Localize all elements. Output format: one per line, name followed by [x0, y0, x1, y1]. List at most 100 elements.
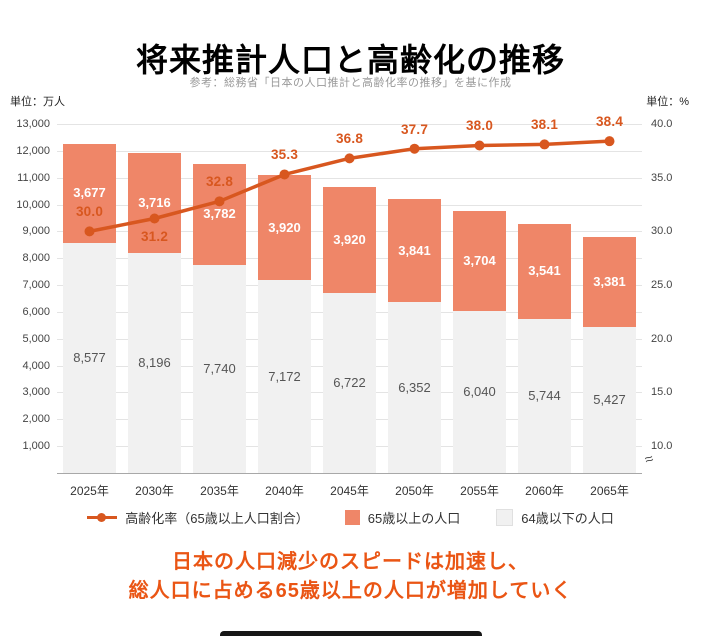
bar-over65-label: 3,841: [398, 242, 431, 258]
bar-over65-label: 3,920: [268, 219, 301, 235]
bar-under64: [323, 292, 376, 473]
left-axis-tick-label: 13,000: [16, 118, 50, 130]
gridline: [57, 177, 642, 179]
left-axis-tick-label: 4,000: [22, 359, 50, 372]
source-note: 参考：総務省「日本の人口推計と高齢化率の推移」を基に作成: [189, 77, 512, 89]
x-axis-tick-label: 2040年: [265, 484, 304, 498]
aging-rate-point: [84, 226, 95, 237]
x-axis-tick-label: 2035年: [200, 484, 239, 498]
legend-item-label: 高齢化率（65歳以上人口割合）: [125, 511, 309, 526]
legend-square-icon: [496, 509, 514, 526]
right-axis-tick-label: 10.0: [651, 440, 673, 453]
left-axis-tick-label: 12,000: [16, 144, 50, 157]
right-axis-tick-label: 30.0: [651, 225, 673, 238]
bar-over65-label: 3,677: [73, 185, 106, 201]
axis-break-icon: ≈: [642, 450, 656, 469]
left-axis-tick-label: 8,000: [22, 252, 50, 265]
left-axis-tick-label: 1,000: [22, 440, 50, 453]
right-axis-tick-label: 35.0: [651, 171, 673, 184]
right-axis-tick-label: 15.0: [651, 386, 673, 399]
aging-rate-point: [279, 169, 290, 180]
bar-under64-label: 8,577: [73, 349, 106, 365]
aging-rate-point: [604, 136, 615, 147]
left-axis-tick-label: 6,000: [22, 305, 50, 318]
bar-under64: [453, 310, 506, 473]
legend-item-label: 65歳以上の人口: [367, 511, 461, 526]
x-axis-tick-label: 2065年: [590, 484, 629, 498]
legend-line-icon: [87, 513, 118, 522]
right-axis-unit: 単位：%: [646, 96, 689, 108]
x-axis-tick-label: 2045年: [330, 484, 369, 498]
aging-rate-label: 38.0: [465, 118, 494, 134]
bar-under64: [128, 252, 181, 473]
aging-rate-label: 30.0: [75, 204, 104, 220]
bar-under64: [388, 302, 441, 473]
combo-chart: 13,000 12,000 11,000 10,000 9,000 8,000 7,000 6…: [0, 114, 701, 509]
legend-item: 65歳以上の人口: [344, 508, 461, 527]
bar-under64-label: 7,740: [203, 361, 236, 377]
bar-under64: [583, 327, 636, 473]
left-axis-tick-label: 2,000: [22, 413, 50, 426]
gridline: [57, 124, 642, 125]
aging-rate-line: [84, 136, 615, 237]
legend: 高齢化率（65歳以上人口割合） 65歳以上の人口 64歳以下の人口: [0, 508, 701, 527]
bar-under64-label: 6,722: [333, 374, 366, 390]
bar-over65: [323, 187, 376, 293]
bar-over65-label: 3,716: [138, 195, 171, 211]
right-axis-tick-label: 25.0: [651, 279, 673, 292]
left-axis-tick-label: 9,000: [22, 225, 50, 238]
summary-line-2: 総人口に占める65歳以上の人口が増加していく: [128, 580, 573, 602]
aging-rate-label: 32.8: [205, 174, 234, 190]
left-axis-tick-label: 7,000: [22, 279, 50, 292]
aging-rate-point: [214, 196, 225, 207]
x-axis-line: [57, 473, 642, 474]
legend-item: 64歳以下の人口: [496, 508, 614, 527]
aging-rate-point: [344, 153, 355, 164]
aging-rate-point: [539, 139, 550, 150]
right-axis-tick-label: 40.0: [651, 118, 673, 130]
gridline: [57, 150, 642, 152]
x-axis-tick-label: 2060年: [525, 484, 564, 498]
bar-over65: [128, 153, 181, 253]
bar-under64-label: 5,427: [593, 392, 626, 408]
bottom-accent-bar: [219, 631, 482, 636]
x-axis-tick-label: 2050年: [395, 484, 434, 498]
aging-rate-label: 38.4: [595, 114, 624, 130]
summary-line-1: 日本の人口減少のスピードは加速し、: [172, 551, 529, 573]
legend-item-label: 64歳以下の人口: [521, 511, 614, 526]
summary-message: 日本の人口減少のスピードは加速し、 総人口に占める65歳以上の人口が増加していく: [0, 548, 701, 606]
left-axis-tick-label: 3,000: [22, 386, 50, 399]
bar-under64-label: 5,744: [528, 387, 561, 403]
left-axis-unit: 単位：万人: [10, 96, 65, 108]
aging-rate-label: 31.2: [140, 229, 169, 245]
page-title: 将来推計人口と高齢化の推移: [135, 42, 565, 79]
bar-over65: [583, 236, 636, 328]
bar-over65-label: 3,541: [528, 263, 561, 279]
bar-over65-label: 3,920: [333, 231, 366, 247]
bar-under64: [193, 265, 246, 473]
aging-rate-label: 35.3: [270, 147, 299, 163]
aging-rate-label: 36.8: [335, 131, 364, 147]
left-axis-tick-label: 10,000: [16, 198, 50, 211]
bar-over65-label: 3,381: [593, 273, 626, 289]
bar-over65: [388, 199, 441, 303]
bar-over65: [453, 211, 506, 311]
bar-over65: [518, 223, 571, 319]
bar-over65-label: 3,704: [463, 253, 496, 269]
bar-over65: [193, 163, 246, 266]
aging-rate-point: [409, 143, 420, 154]
x-axis-tick-label: 2025年: [70, 484, 109, 498]
aging-rate-point: [474, 140, 485, 151]
aging-rate-label: 37.7: [400, 121, 429, 137]
bar-over65-label: 3,782: [203, 206, 236, 222]
bar-under64-label: 6,040: [463, 383, 496, 399]
bar-under64: [63, 242, 116, 473]
bar-under64-label: 8,196: [138, 354, 171, 370]
aging-rate-point: [149, 213, 160, 224]
left-axis-tick-label: 5,000: [22, 332, 50, 345]
x-axis-tick-label: 2030年: [135, 484, 174, 498]
legend-square-icon: [344, 510, 360, 525]
bar-under64: [258, 280, 311, 473]
bar-under64-label: 6,352: [398, 379, 431, 395]
